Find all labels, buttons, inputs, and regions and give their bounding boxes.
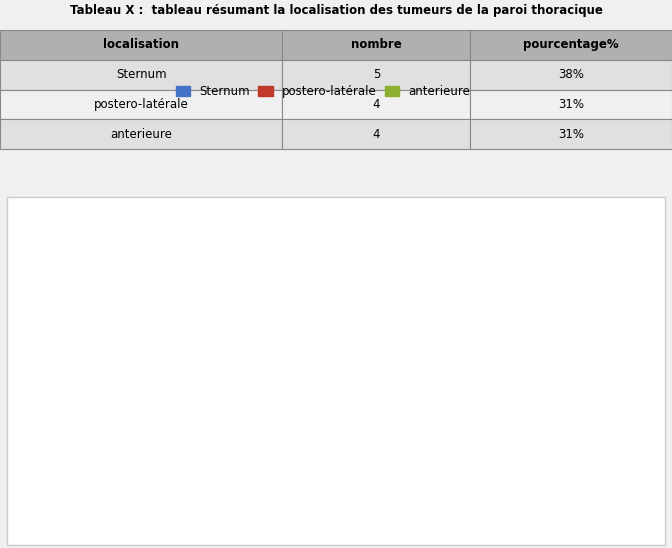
FancyBboxPatch shape: [282, 119, 470, 149]
Wedge shape: [220, 354, 419, 509]
Text: 31%: 31%: [299, 449, 333, 464]
Legend: Sternum, postero-latérale, anterieure: Sternum, postero-latérale, anterieure: [171, 81, 475, 103]
FancyBboxPatch shape: [470, 119, 672, 149]
Text: pourcentage%: pourcentage%: [523, 38, 619, 52]
Wedge shape: [212, 199, 336, 409]
FancyBboxPatch shape: [282, 30, 470, 60]
Wedge shape: [336, 199, 460, 470]
FancyBboxPatch shape: [282, 60, 470, 89]
Text: 31%: 31%: [250, 287, 283, 301]
Text: 31%: 31%: [558, 98, 584, 111]
Text: 4: 4: [372, 98, 380, 111]
Text: 5: 5: [373, 68, 380, 81]
FancyBboxPatch shape: [470, 30, 672, 60]
FancyBboxPatch shape: [470, 89, 672, 119]
Text: postero-latérale: postero-latérale: [94, 98, 188, 111]
Text: Sternum: Sternum: [116, 68, 167, 81]
Text: nombre: nombre: [351, 38, 402, 52]
Text: 38%: 38%: [558, 68, 584, 81]
Text: 38%: 38%: [398, 310, 431, 323]
Text: 4: 4: [372, 128, 380, 141]
FancyBboxPatch shape: [0, 119, 282, 149]
FancyBboxPatch shape: [0, 60, 282, 89]
Text: 31%: 31%: [558, 128, 584, 141]
FancyBboxPatch shape: [0, 30, 282, 60]
Text: anterieure: anterieure: [110, 128, 172, 141]
FancyBboxPatch shape: [470, 60, 672, 89]
FancyBboxPatch shape: [0, 89, 282, 119]
Text: localisation: localisation: [103, 38, 179, 52]
Text: Tableau X :  tableau résumant la localisation des tumeurs de la paroi thoracique: Tableau X : tableau résumant la localisa…: [70, 4, 602, 18]
FancyBboxPatch shape: [282, 89, 470, 119]
